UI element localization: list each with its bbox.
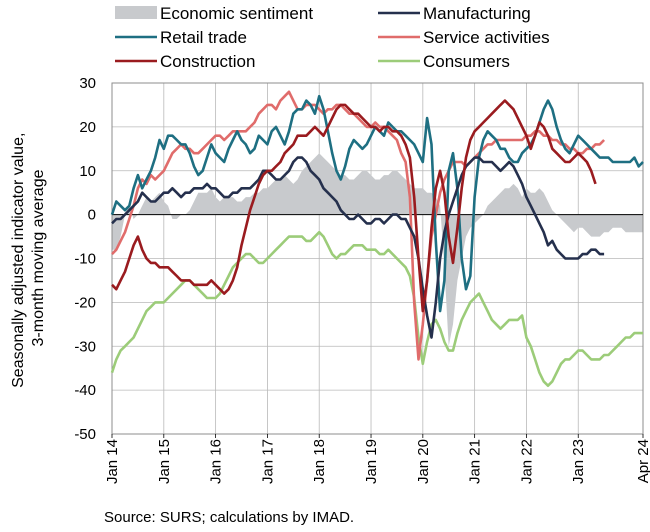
x-tick-label-0: Jan 14 — [104, 439, 121, 484]
x-axis: Jan 14 Jan 15 Jan 16 Jan 17 Jan 18 Jan 19 Jan … — [104, 434, 650, 484]
y-tick-label-6: -30 — [74, 338, 96, 355]
y-tick-label-2: 10 — [79, 163, 96, 180]
x-tick-label-9: Jan 23 — [570, 439, 587, 484]
x-tick-label-7: Jan 21 — [467, 439, 484, 484]
x-tick-label-1: Jan 15 — [156, 439, 173, 484]
series-line-consumers — [110, 230, 643, 387]
series-line-service-activities — [111, 90, 606, 361]
x-tick-label-2: Jan 16 — [208, 439, 225, 484]
x-tick-label-4: Jan 18 — [311, 439, 328, 484]
series-line-construction — [111, 99, 597, 313]
y-tick-label-4: -10 — [74, 251, 96, 268]
legend-label-manufacturing: Manufacturing — [423, 4, 531, 23]
x-tick-label-6: Jan 20 — [415, 439, 432, 484]
plot-area — [110, 82, 644, 435]
x-tick-label-5: Jan 19 — [363, 439, 380, 484]
legend-label-retail-trade: Retail trade — [160, 28, 247, 47]
y-tick-label-8: -50 — [74, 426, 96, 443]
y-tick-label-0: 30 — [79, 75, 96, 92]
y-tick-label-3: 0 — [88, 207, 96, 224]
legend-swatch-economic-sentiment — [115, 6, 157, 19]
x-tick-label-8: Jan 22 — [518, 439, 535, 484]
source-note: Source: SURS; calculations by IMAD. — [104, 509, 355, 526]
legend-label-service-activities: Service activities — [423, 28, 550, 47]
y-tick-label-1: 20 — [79, 119, 96, 136]
legend-label-construction: Construction — [160, 52, 255, 71]
y-axis: 30 20 10 0 -10 -20 -30 -40 -50 — [74, 75, 96, 443]
plot-border — [111, 82, 644, 435]
legend-label-economic-sentiment: Economic sentiment — [160, 4, 313, 23]
y-tick-label-7: -40 — [74, 382, 96, 399]
legend: Economic sentiment Manufacturing Retail tr… — [115, 4, 550, 71]
x-tick-label-3: Jan 17 — [259, 439, 276, 484]
x-tick-label-10: Apr 24 — [635, 439, 650, 483]
y-tick-label-5: -20 — [74, 294, 96, 311]
series-line-manufacturing — [111, 156, 605, 339]
legend-label-consumers: Consumers — [423, 52, 510, 71]
series-area-economic-sentiment — [112, 153, 643, 347]
y-axis-label: Seasonally adjusted indicator value, 3-m… — [10, 128, 47, 388]
